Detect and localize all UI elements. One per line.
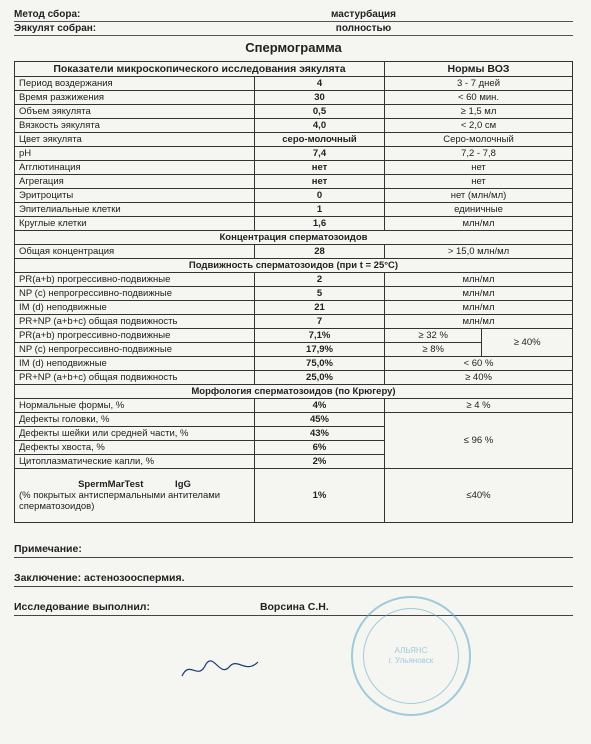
table-row: Период воздержания 4 3 - 7 дней: [15, 77, 573, 91]
signer-name: Ворсина С.Н.: [260, 601, 329, 613]
collected-value: полностью: [154, 23, 573, 34]
norms-header: Нормы ВОЗ: [385, 62, 573, 77]
stamp: АЛЬЯНС г. Ульяновск: [351, 596, 471, 716]
document-title: Спермограмма: [14, 40, 573, 55]
signature: [180, 654, 260, 684]
params-header: Показатели микроскопического исследовани…: [15, 62, 385, 77]
footer-section: Примечание: Заключение: астенозооспермия…: [14, 541, 573, 616]
performed-row: Исследование выполнил: Ворсина С.Н.: [14, 599, 573, 616]
table-row: IM (d) неподвижные 75,0% < 60 %: [15, 357, 573, 371]
method-value: мастурбация: [154, 9, 573, 20]
table-row: Эпителиальные клетки 1 единичные: [15, 203, 573, 217]
table-row: NP (с) непрогрессивно-подвижные 5 млн/мл: [15, 287, 573, 301]
table-row: Агглютинация нет нет: [15, 161, 573, 175]
table-row: PR+NP (a+b+c) общая подвижность 25,0% ≥ …: [15, 371, 573, 385]
mar-label-1: SpermMarTest IgG: [19, 479, 250, 490]
method-label: Метод сбора:: [14, 9, 154, 20]
table-row: Время разжижения 30 < 60 мин.: [15, 91, 573, 105]
table-row: Цвет эякулята серо-молочный Серо-молочны…: [15, 133, 573, 147]
column-headers: Показатели микроскопического исследовани…: [15, 62, 573, 77]
concentration-row: Общая концентрация 28 > 15,0 млн/мл: [15, 245, 573, 259]
collected-label: Эякулят собран:: [14, 23, 154, 34]
morph-normal-row: Нормальные формы, % 4% ≥ 4 %: [15, 399, 573, 413]
mar-label-2: (% покрытых антиспермальными антителами …: [19, 490, 250, 512]
table-row: Эритроциты 0 нет (млн/мл): [15, 189, 573, 203]
concentration-header: Концентрация сперматозоидов: [15, 231, 573, 245]
table-row: PR(a+b) прогрессивно-подвижные 7,1% ≥ 32…: [15, 329, 573, 343]
table-row: Агрегация нет нет: [15, 175, 573, 189]
header-method-row: Метод сбора: мастурбация: [14, 8, 573, 22]
header-collected-row: Эякулят собран: полностью: [14, 22, 573, 36]
table-row: Дефекты головки, % 45% ≤ 96 %: [15, 413, 573, 427]
table-row: Круглые клетки 1,6 млн/мл: [15, 217, 573, 231]
mar-test-row: SpermMarTest IgG (% покрытых антиспермал…: [15, 469, 573, 523]
table-row: PR(a+b) прогрессивно-подвижные 2 млн/мл: [15, 273, 573, 287]
table-row: Вязкость эякулята 4,0 < 2,0 см: [15, 119, 573, 133]
table-row: IM (d) неподвижные 21 млн/мл: [15, 301, 573, 315]
motility-header: Подвижность сперматозоидов (при t = 25°C…: [15, 259, 573, 273]
notes-row: Примечание:: [14, 541, 573, 558]
stamp-text: АЛЬЯНС г. Ульяновск: [353, 598, 469, 714]
conclusion-row: Заключение: астенозооспермия.: [14, 570, 573, 587]
table-row: PR+NP (a+b+c) общая подвижность 7 млн/мл: [15, 315, 573, 329]
spermogram-table: Показатели микроскопического исследовани…: [14, 61, 573, 523]
morphology-header: Морфология сперматозоидов (по Крюгеру): [15, 385, 573, 399]
table-row: pH 7,4 7,2 - 7,8: [15, 147, 573, 161]
table-row: Объем эякулята 0,5 ≥ 1,5 мл: [15, 105, 573, 119]
